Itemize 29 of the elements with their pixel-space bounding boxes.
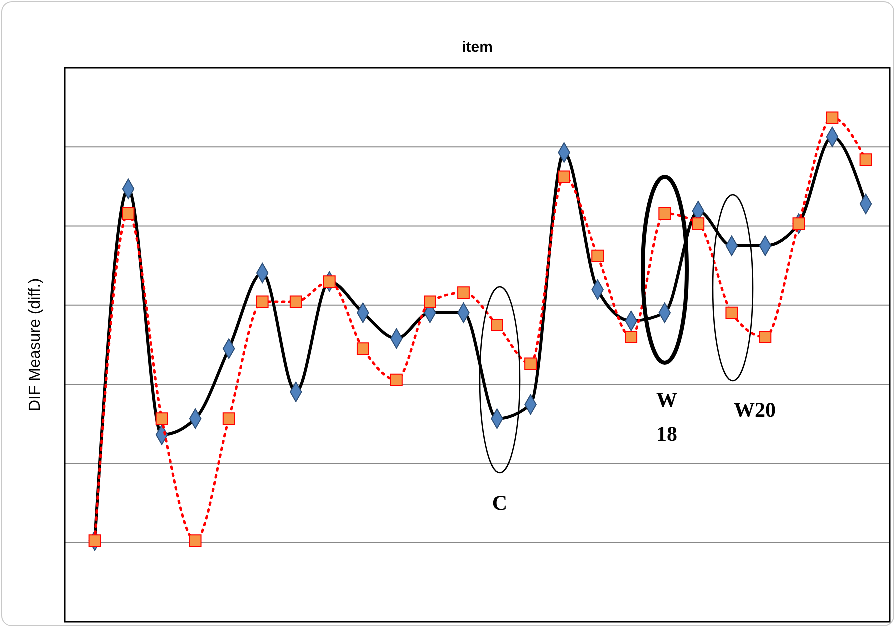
point — [692, 218, 705, 230]
point — [558, 170, 571, 184]
chart-title: item — [462, 39, 493, 56]
point — [424, 296, 436, 308]
point — [323, 276, 336, 288]
annotation: W 18 — [656, 388, 678, 446]
point — [491, 318, 504, 332]
point — [88, 534, 102, 548]
point — [759, 331, 772, 344]
point — [356, 342, 370, 356]
point — [156, 412, 168, 426]
point — [122, 208, 135, 220]
point — [390, 374, 403, 386]
point — [826, 112, 839, 124]
point — [592, 250, 604, 262]
point — [792, 218, 806, 230]
point — [189, 534, 202, 548]
point — [860, 154, 872, 166]
point — [290, 296, 302, 308]
point — [222, 412, 236, 426]
point — [726, 306, 738, 320]
annotation: C — [492, 491, 508, 515]
annotation: W20 — [734, 398, 776, 422]
point — [458, 286, 470, 300]
point — [256, 296, 269, 308]
y-axis-title: DIF Measure (diff.) — [27, 278, 44, 412]
point — [658, 208, 672, 220]
point — [524, 358, 537, 370]
point — [625, 331, 638, 344]
